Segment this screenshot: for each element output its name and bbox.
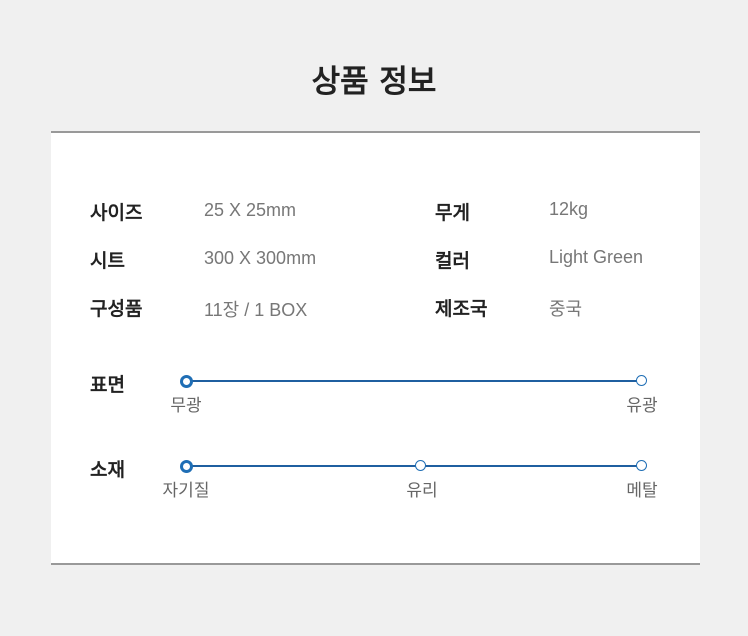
scale-dot [415, 460, 426, 471]
spec-value: 300 X 300mm [204, 248, 317, 268]
spec-value: 11장 / 1 BOX [204, 300, 308, 320]
spec-value: 중국 [549, 299, 583, 319]
scale-label-surface: 표면 [90, 374, 125, 396]
spec-label: 사이즈 [90, 202, 143, 224]
page-title: 상품 정보 [311, 64, 437, 100]
scale-track [186, 465, 642, 467]
spec-value: Light Green [549, 247, 644, 267]
spec-value: 25 X 25mm [204, 200, 297, 220]
scale-dot [636, 460, 647, 471]
product-info-panel [51, 131, 700, 565]
scale-dot [636, 375, 647, 386]
scale-option: 메탈 [626, 481, 658, 501]
spec-value: 12kg [549, 199, 589, 219]
spec-label: 제조국 [435, 298, 488, 320]
scale-option: 자기질 [162, 481, 210, 501]
scale-dot-selected [180, 460, 193, 473]
spec-label: 시트 [90, 250, 125, 272]
spec-label: 구성품 [90, 298, 143, 320]
scale-option: 유광 [626, 396, 658, 416]
scale-option: 무광 [170, 396, 202, 416]
scale-dot-selected [180, 375, 193, 388]
scale-track [186, 380, 642, 382]
scale-option: 유리 [406, 481, 438, 501]
spec-label: 컬러 [435, 250, 470, 272]
scale-label-material: 소재 [90, 459, 125, 481]
spec-label: 무게 [435, 202, 470, 224]
